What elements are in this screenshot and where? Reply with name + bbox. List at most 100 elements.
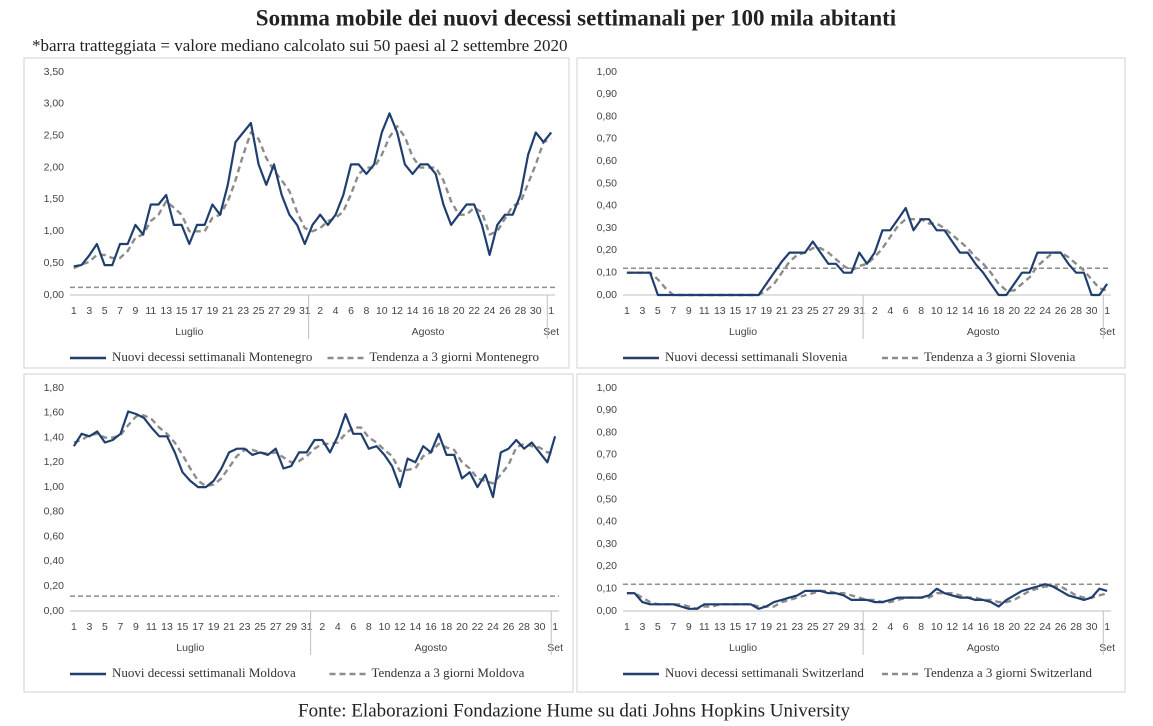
y-tick-label: 0,00 bbox=[597, 605, 618, 617]
x-tick-label: 12 bbox=[391, 305, 403, 317]
x-tick-label: 1 bbox=[552, 621, 558, 633]
x-tick-label: 1 bbox=[624, 305, 630, 317]
y-tick-label: 0,10 bbox=[597, 266, 618, 278]
x-tick-label: 16 bbox=[977, 305, 989, 317]
x-tick-label: 5 bbox=[655, 305, 661, 317]
x-tick-label: 18 bbox=[438, 305, 450, 317]
y-tick-label: 0,20 bbox=[44, 580, 65, 592]
x-tick-label: 16 bbox=[422, 305, 434, 317]
x-tick-label: 16 bbox=[425, 621, 437, 633]
x-tick-label: 28 bbox=[1070, 621, 1082, 633]
legend-label: Tendenza a 3 giorni Montenegro bbox=[370, 349, 539, 364]
x-tick-label: 26 bbox=[503, 621, 515, 633]
y-tick-label: 1,20 bbox=[44, 456, 65, 468]
x-tick-label: 21 bbox=[776, 305, 788, 317]
x-tick-label: 30 bbox=[530, 305, 542, 317]
y-tick-label: 1,00 bbox=[597, 382, 618, 394]
x-group-label: Agosto bbox=[412, 326, 445, 338]
x-tick-label: 25 bbox=[807, 621, 819, 633]
x-tick-label: 24 bbox=[1039, 621, 1051, 633]
x-tick-label: 24 bbox=[487, 621, 499, 633]
x-tick-label: 7 bbox=[670, 305, 676, 317]
y-tick-label: 2,00 bbox=[44, 161, 65, 173]
x-tick-label: 22 bbox=[472, 621, 484, 633]
x-tick-label: 21 bbox=[223, 621, 235, 633]
x-tick-label: 29 bbox=[284, 305, 296, 317]
legend-label: Nuovi decessi settimanali Slovenia bbox=[665, 349, 848, 364]
x-tick-label: 22 bbox=[1024, 305, 1036, 317]
x-tick-label: 3 bbox=[639, 621, 645, 633]
x-tick-label: 8 bbox=[918, 621, 924, 633]
x-tick-label: 27 bbox=[822, 305, 834, 317]
title: Somma mobile dei nuovi decessi settimana… bbox=[256, 5, 897, 30]
x-tick-label: 10 bbox=[379, 621, 391, 633]
y-tick-label: 0,10 bbox=[597, 582, 618, 594]
x-tick-label: 23 bbox=[791, 621, 803, 633]
x-tick-label: 31 bbox=[301, 621, 313, 633]
x-tick-label: 1 bbox=[71, 305, 77, 317]
x-tick-label: 26 bbox=[1055, 305, 1067, 317]
legend-label: Tendenza a 3 giorni Slovenia bbox=[924, 349, 1076, 364]
y-tick-label: 0,90 bbox=[597, 88, 618, 100]
x-tick-label: 4 bbox=[335, 621, 341, 633]
x-tick-label: 9 bbox=[686, 621, 692, 633]
x-tick-label: 7 bbox=[117, 305, 123, 317]
y-tick-label: 0,60 bbox=[44, 530, 65, 542]
x-tick-label: 29 bbox=[285, 621, 297, 633]
source: Fonte: Elaborazioni Fondazione Hume su d… bbox=[298, 700, 850, 721]
x-tick-label: 1 bbox=[624, 621, 630, 633]
x-tick-label: 9 bbox=[133, 621, 139, 633]
y-tick-label: 1,60 bbox=[44, 407, 65, 419]
x-tick-label: 3 bbox=[86, 621, 92, 633]
x-tick-label: 25 bbox=[253, 305, 265, 317]
y-tick-label: 1,00 bbox=[597, 66, 618, 78]
y-tick-label: 0,90 bbox=[597, 404, 618, 416]
x-tick-label: 12 bbox=[946, 305, 958, 317]
x-tick-label: 23 bbox=[237, 305, 249, 317]
legend-label: Nuovi decessi settimanali Montenegro bbox=[112, 349, 312, 364]
x-tick-label: 1 bbox=[548, 305, 554, 317]
panel-border bbox=[23, 373, 574, 693]
x-group-label: Luglio bbox=[175, 326, 203, 338]
series-line bbox=[626, 585, 1108, 610]
x-group-label: Set bbox=[547, 642, 563, 654]
x-tick-label: 15 bbox=[176, 305, 188, 317]
x-tick-label: 22 bbox=[468, 305, 480, 317]
x-tick-label: 15 bbox=[729, 621, 741, 633]
x-group-label: Agosto bbox=[967, 326, 1000, 338]
x-tick-label: 28 bbox=[515, 305, 527, 317]
x-tick-label: 27 bbox=[268, 305, 280, 317]
x-tick-label: 11 bbox=[699, 621, 710, 633]
x-tick-label: 18 bbox=[993, 621, 1005, 633]
y-tick-label: 0,80 bbox=[597, 426, 618, 438]
y-tick-label: 0,00 bbox=[44, 605, 65, 617]
x-tick-label: 19 bbox=[760, 621, 772, 633]
x-tick-label: 1 bbox=[1104, 305, 1110, 317]
x-tick-label: 2 bbox=[872, 621, 878, 633]
x-tick-label: 29 bbox=[838, 621, 850, 633]
x-tick-label: 27 bbox=[270, 621, 282, 633]
x-tick-label: 18 bbox=[993, 305, 1005, 317]
x-tick-label: 23 bbox=[791, 305, 803, 317]
x-tick-label: 19 bbox=[760, 305, 772, 317]
x-tick-label: 9 bbox=[686, 305, 692, 317]
x-tick-label: 11 bbox=[145, 305, 156, 317]
y-tick-label: 0,70 bbox=[597, 449, 618, 461]
x-tick-label: 9 bbox=[133, 305, 139, 317]
x-tick-label: 10 bbox=[931, 305, 943, 317]
y-tick-label: 1,80 bbox=[44, 382, 65, 394]
x-tick-label: 7 bbox=[118, 621, 124, 633]
x-group-label: Agosto bbox=[967, 642, 1000, 654]
x-tick-label: 12 bbox=[394, 621, 406, 633]
x-tick-label: 15 bbox=[729, 305, 741, 317]
y-tick-label: 0,70 bbox=[597, 133, 618, 145]
x-tick-label: 20 bbox=[1008, 305, 1020, 317]
x-tick-label: 6 bbox=[348, 305, 354, 317]
x-tick-label: 13 bbox=[714, 305, 726, 317]
x-tick-label: 3 bbox=[86, 305, 92, 317]
x-tick-label: 10 bbox=[376, 305, 388, 317]
x-tick-label: 17 bbox=[745, 621, 757, 633]
y-tick-label: 0,40 bbox=[597, 200, 618, 212]
y-tick-label: 1,00 bbox=[44, 225, 65, 237]
